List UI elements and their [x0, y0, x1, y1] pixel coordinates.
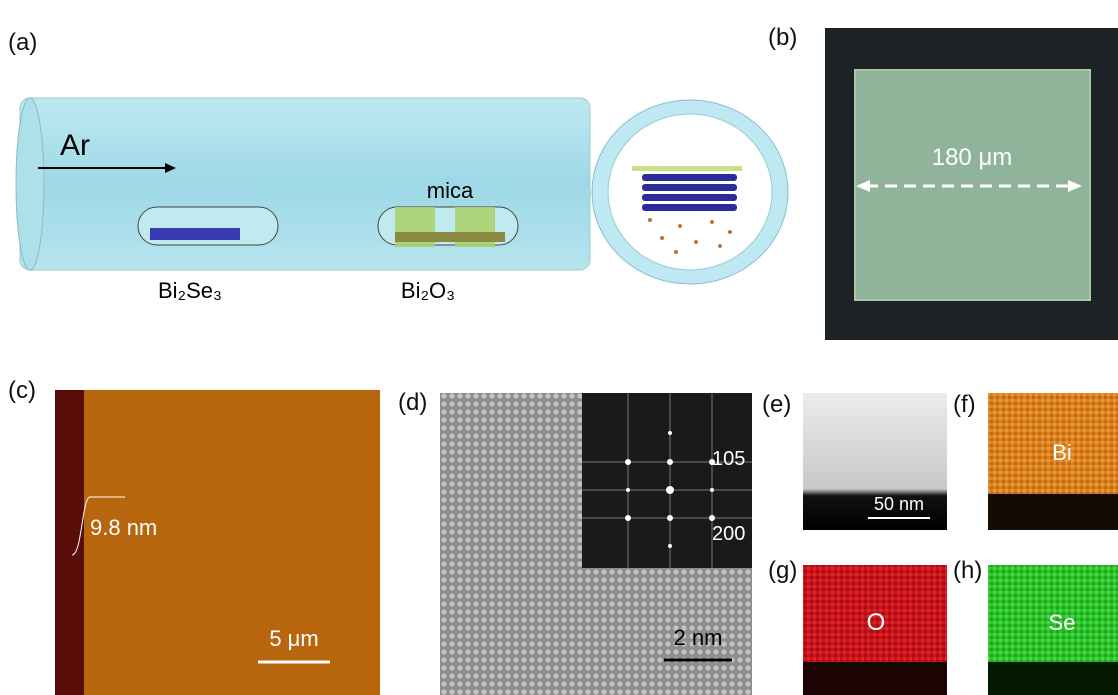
haadf-image: [803, 393, 947, 530]
oxide-powder: [395, 232, 505, 242]
substrate-region: [988, 494, 1118, 530]
substrate-region: [55, 390, 84, 695]
panel-label: (h): [953, 557, 982, 584]
substrate-region: [988, 662, 1118, 695]
spot-label: 105: [712, 448, 745, 470]
arrowhead: [856, 180, 870, 192]
panel-label: (g): [768, 557, 797, 584]
gas-label: Ar: [60, 129, 90, 162]
source-powder: [150, 228, 240, 240]
substrate-region: [803, 662, 947, 695]
element-label: Se: [1049, 610, 1076, 635]
scale-label: 2 nm: [674, 625, 723, 650]
oxide-label: Bi₂O₃: [401, 278, 455, 303]
height-profile: [71, 496, 125, 556]
layers: [642, 174, 737, 211]
panel-label: (c): [8, 377, 36, 404]
element-label: Bi: [1052, 440, 1072, 465]
spot-label: 200: [712, 523, 745, 545]
scale-label: 180 μm: [932, 144, 1013, 171]
arrowhead: [1068, 180, 1082, 192]
fft-inset: [582, 393, 752, 568]
panel-label: (d): [398, 389, 427, 416]
afm-image: [55, 390, 380, 695]
vapor: [648, 218, 732, 254]
step-label: 9.8 nm: [90, 515, 157, 540]
panel-label: (f): [953, 391, 976, 418]
arrowhead: [165, 163, 176, 173]
element-label: O: [867, 609, 886, 636]
tube-end: [15, 97, 45, 271]
fft-spots: [625, 431, 715, 548]
scale-label: 5 μm: [269, 626, 318, 651]
panel-label: (b): [768, 24, 797, 51]
scale-label: 50 nm: [874, 494, 924, 514]
panel-label: (a): [8, 29, 37, 56]
substrate-label: mica: [427, 178, 474, 203]
mica-sheet: [632, 166, 742, 171]
tube-inner: [607, 113, 773, 271]
fft-streaks: [582, 393, 752, 568]
source-label: Bi₂Se₃: [158, 278, 222, 303]
panel-label: (e): [762, 391, 791, 418]
